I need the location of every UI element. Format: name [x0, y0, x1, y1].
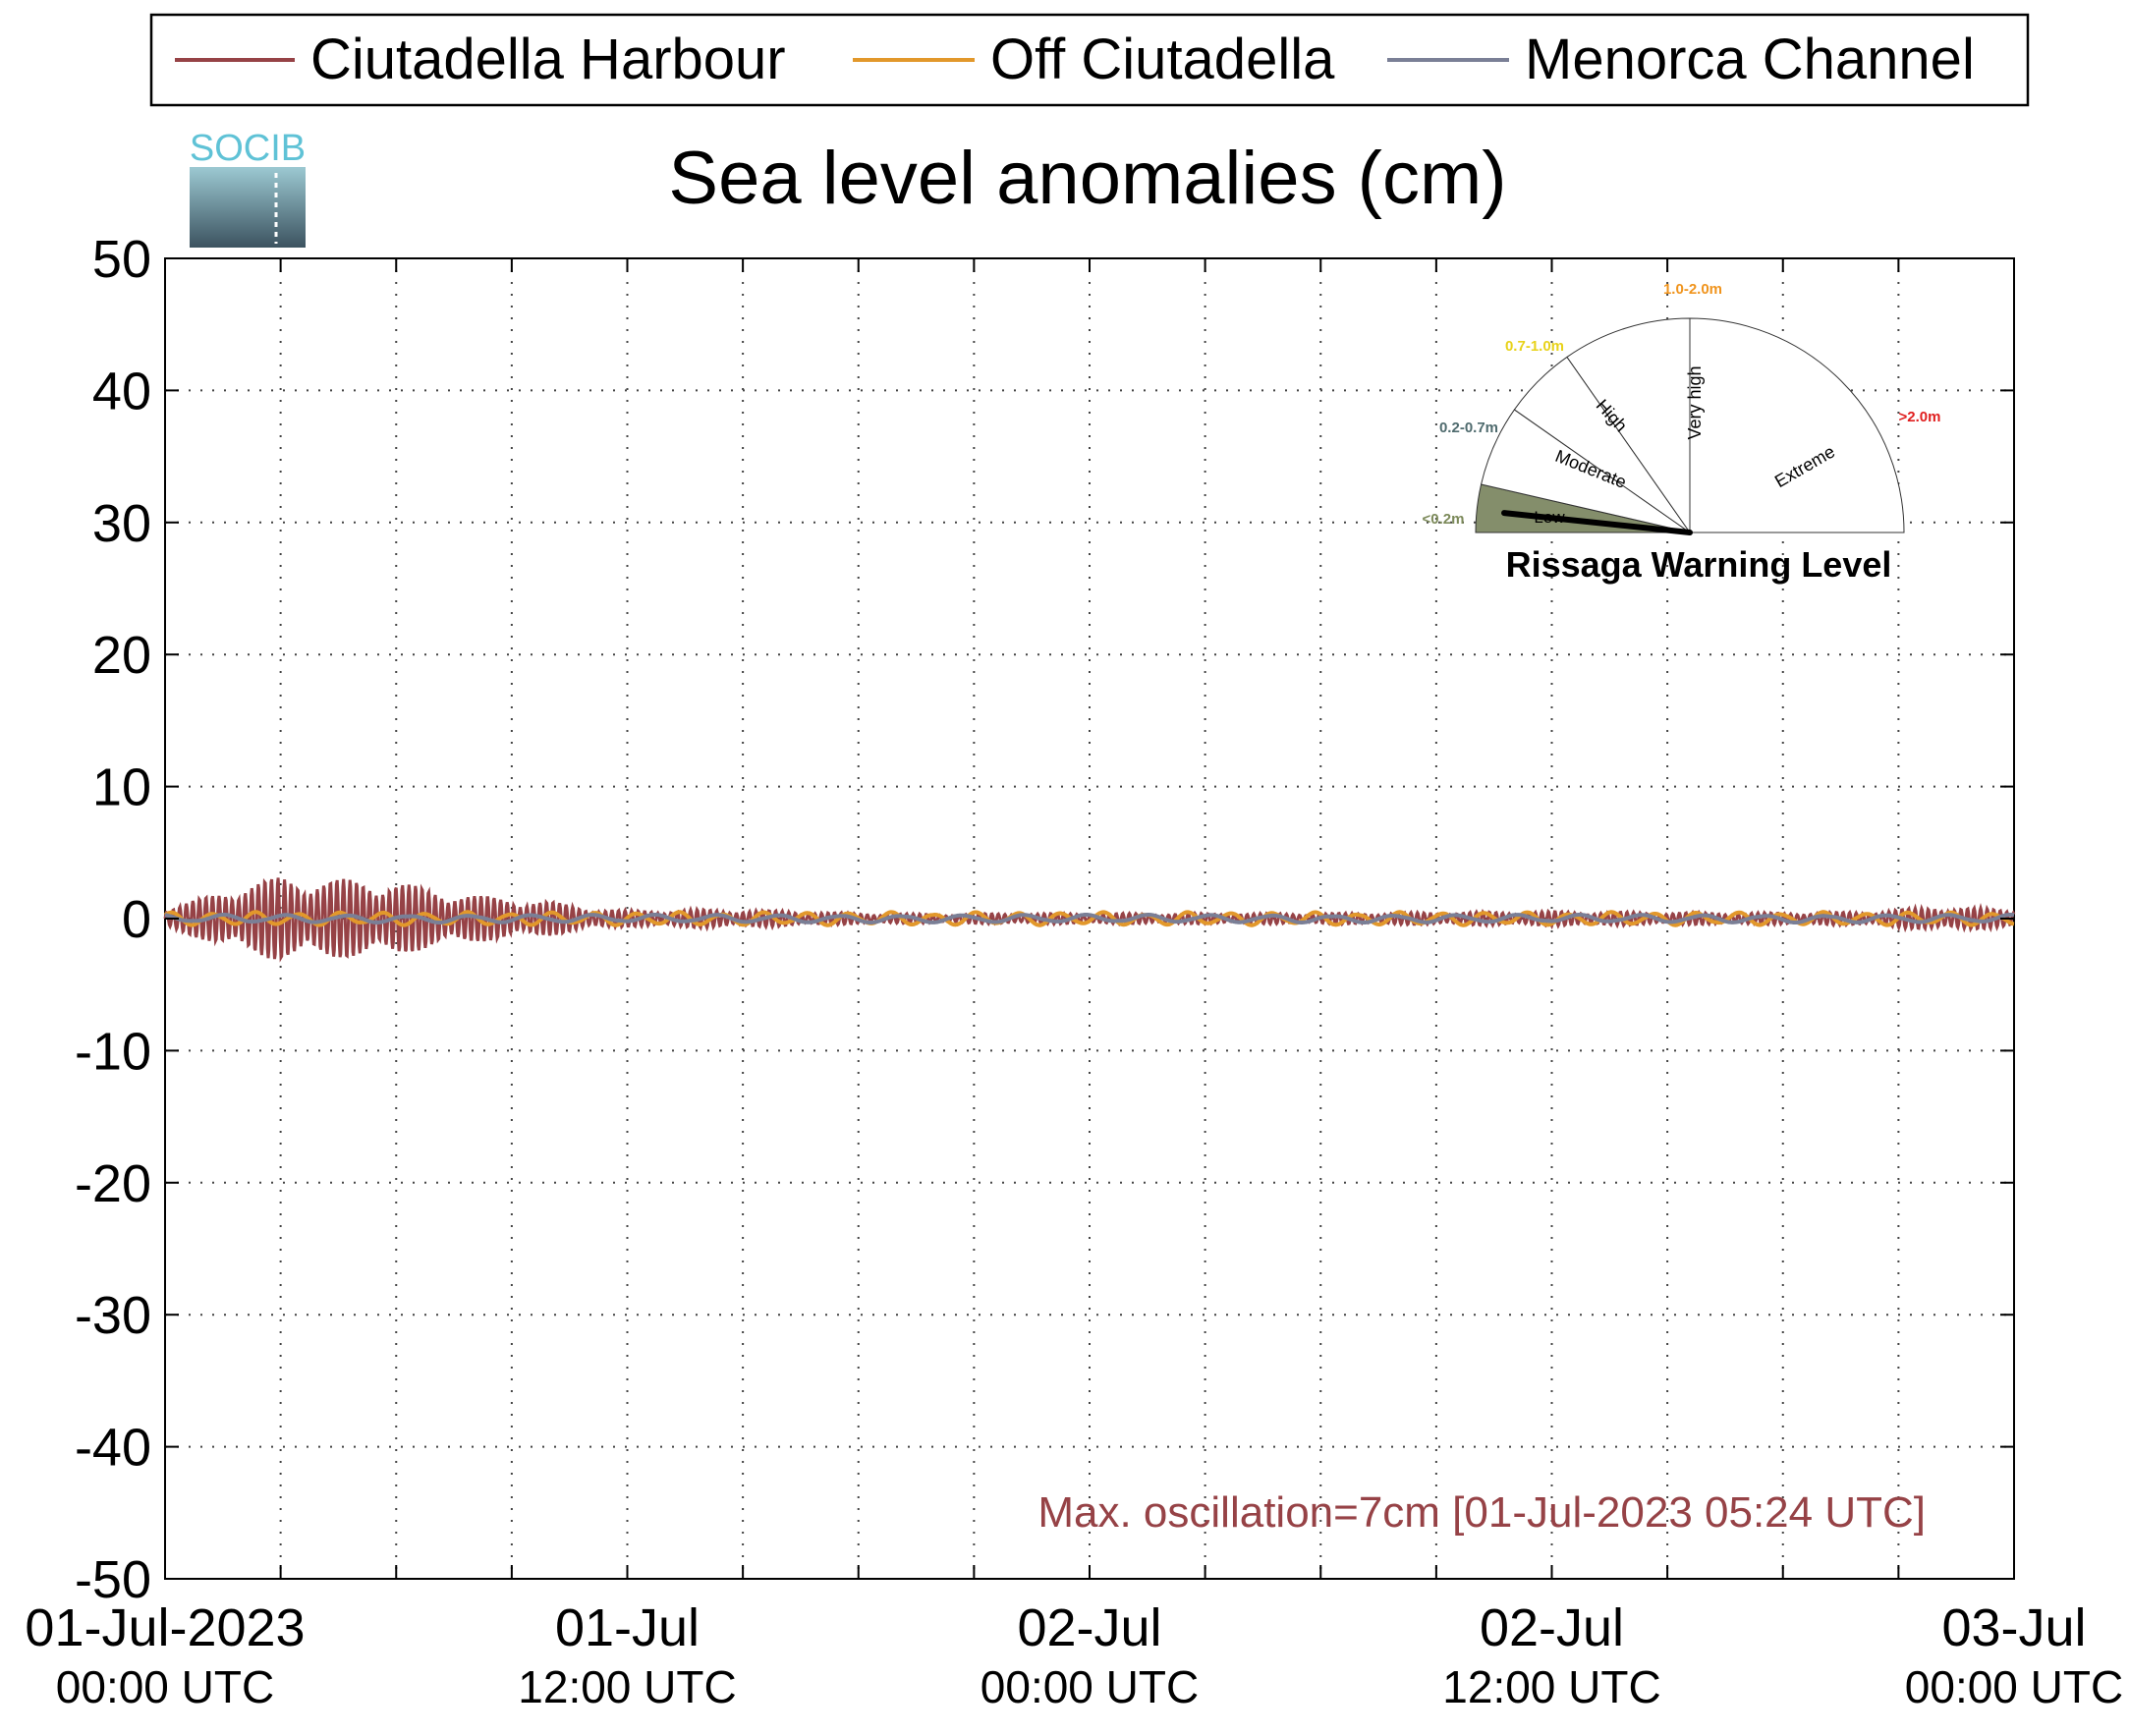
- socib-logo-text: SOCIB: [190, 128, 306, 169]
- x-tick-label-time: 00:00 UTC: [1905, 1661, 2123, 1712]
- y-tick-label: 20: [92, 626, 151, 685]
- socib-logo: SOCIB: [190, 128, 306, 248]
- legend-label-off-ciutadella: Off Ciutadella: [990, 28, 1335, 91]
- series-line-menorca-channel: [164, 913, 2015, 924]
- y-tick-label: -30: [75, 1286, 151, 1345]
- y-tick-label: 40: [92, 362, 151, 420]
- y-tick-label: 10: [92, 758, 151, 817]
- gauge-range-label: 0.7-1.0m: [1505, 338, 1564, 355]
- y-tick-label: -20: [75, 1154, 151, 1213]
- socib-logo-block: [190, 167, 306, 248]
- y-tick-label: 50: [92, 230, 151, 289]
- legend: Ciutadella Harbour Off Ciutadella Menorc…: [149, 13, 2030, 107]
- chart-title: Sea level anomalies (cm): [668, 137, 1506, 220]
- x-tick-label-date: 03-Jul: [1941, 1598, 2086, 1657]
- rissaga-warning-gauge: LowModerateHighVery highExtreme<0.2m0.2-…: [1423, 281, 1941, 535]
- gauge-range-label: >2.0m: [1899, 409, 1941, 425]
- gauge-range-label: <0.2m: [1423, 511, 1465, 528]
- x-tick-label-date: 01-Jul-2023: [25, 1598, 305, 1657]
- x-tick-label-time: 12:00 UTC: [518, 1661, 736, 1712]
- legend-box: [149, 13, 2030, 107]
- y-tick-label: -50: [75, 1550, 151, 1609]
- y-tick-label: 0: [122, 890, 151, 949]
- gauge-title: Rissaga Warning Level: [1506, 544, 1892, 585]
- x-tick-label-date: 02-Jul: [1480, 1598, 1624, 1657]
- y-tick-label: -10: [75, 1022, 151, 1081]
- max-oscillation-annotation: Max. oscillation=7cm [01-Jul-2023 05:24 …: [1037, 1488, 1926, 1537]
- x-tick-label-time: 00:00 UTC: [56, 1661, 274, 1712]
- y-tick-label: -40: [75, 1419, 151, 1478]
- x-tick-label-date: 02-Jul: [1017, 1598, 1161, 1657]
- x-tick-label-time: 00:00 UTC: [980, 1661, 1199, 1712]
- gauge-range-label: 1.0-2.0m: [1663, 281, 1722, 298]
- gauge-range-label: 0.2-0.7m: [1439, 420, 1498, 436]
- gauge-segment: [1566, 317, 1691, 534]
- axes: 50403020100-10-20-30-40-5001-Jul-202300:…: [25, 230, 2123, 1712]
- x-tick-label-time: 12:00 UTC: [1442, 1661, 1660, 1712]
- y-tick-label: 30: [92, 494, 151, 553]
- gauge-segment-label: Very high: [1685, 365, 1705, 439]
- x-tick-label-date: 01-Jul: [555, 1598, 700, 1657]
- gauge-needle: [1501, 510, 1693, 535]
- legend-label-ciutadella-harbour: Ciutadella Harbour: [310, 28, 786, 91]
- legend-label-menorca-channel: Menorca Channel: [1525, 28, 1975, 91]
- series-layer: [163, 877, 2016, 963]
- gauge-segment: [1689, 317, 1905, 533]
